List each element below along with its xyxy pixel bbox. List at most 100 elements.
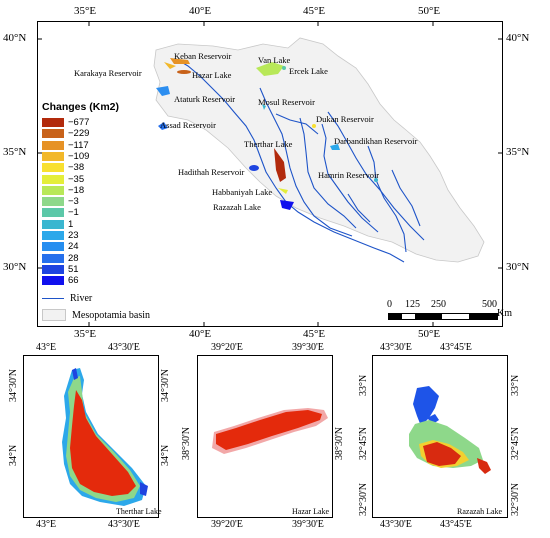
keban-reservoir	[170, 58, 190, 64]
right-lat-tick: 30°N	[506, 261, 530, 273]
inset-hazar-svg	[212, 408, 328, 454]
legend-item: −109	[42, 151, 89, 162]
inset1-right-lat: 34°N	[160, 444, 171, 466]
scale-label: 250	[431, 299, 446, 310]
river-network	[177, 59, 425, 263]
inset-therthar-svg	[62, 368, 148, 506]
legend-item-label: 23	[68, 230, 79, 241]
legend-swatch	[42, 118, 64, 127]
inset2-right-lat: 38°30'N	[334, 426, 345, 460]
label-mosul: Mosul Reservoir	[258, 97, 315, 107]
inset-razazah-svg	[409, 386, 491, 474]
legend-item-label: −38	[68, 162, 85, 174]
legend-swatch	[42, 242, 64, 252]
therthar-lake	[274, 148, 286, 182]
legend-item: −35	[42, 174, 84, 185]
assad-reservoir	[158, 122, 168, 130]
left-lat-tick: 35°N	[3, 146, 27, 158]
hadithah-reservoir	[249, 165, 259, 171]
habbaniyah-lake	[278, 188, 288, 194]
van-lake	[256, 62, 284, 76]
right-lat-tick: 40°N	[506, 32, 530, 44]
water-bodies	[156, 58, 378, 210]
label-ataturk: Ataturk Reservoir	[174, 94, 236, 104]
legend-item: −229	[42, 128, 89, 139]
inset1-top-lon: 43°E	[36, 342, 57, 353]
label-keban: Keban Reservoir	[174, 51, 232, 61]
main-map-svg	[38, 22, 502, 326]
top-lon-tick: 40°E	[189, 5, 212, 17]
legend-item-label: −117	[68, 139, 89, 151]
legend-item: 51	[42, 264, 79, 275]
bottom-lon-tick: 40°E	[189, 328, 212, 340]
inset-therthar-frame: Therthar Lake	[23, 355, 162, 518]
darbandikhan-reservoir	[330, 144, 340, 150]
inset3-left-lat: 32°30'N	[358, 482, 369, 516]
river-line-swatch	[42, 298, 64, 299]
dukan-reservoir	[312, 124, 316, 128]
legend-river-label: River	[70, 293, 93, 304]
inset3-left-lat: 32°45'N	[358, 426, 369, 460]
label-ercek: Ercek Lake	[289, 66, 328, 76]
label-hamrin: Hamrin Reservoir	[318, 170, 380, 180]
legend-item-label: −18	[68, 184, 85, 196]
legend-item-label: −1	[68, 207, 79, 219]
legend-item-label: 24	[68, 241, 79, 253]
label-hazar: Hazar Lake	[192, 70, 232, 80]
label-van: Van Lake	[258, 55, 291, 65]
inset1-bottom-lon: 43°E	[36, 519, 57, 530]
label-dukan: Dukan Reservoir	[316, 114, 374, 124]
label-assad: Assad Reservoir	[160, 120, 216, 130]
inset3-bottom-lon: 43°45'E	[440, 519, 472, 530]
mesopotamia-basin	[153, 37, 485, 263]
legend-item: −1	[42, 207, 79, 218]
mosul-reservoir	[262, 104, 266, 110]
inset1-bottom-lon: 43°30'E	[108, 519, 140, 530]
scale-bar-track	[388, 313, 498, 320]
legend-item: 66	[42, 275, 79, 286]
legend-item-label: 28	[68, 252, 79, 264]
legend-item: 24	[42, 241, 79, 252]
legend-item: −677	[42, 117, 89, 128]
inset1-left-lat: 34°30'N	[8, 368, 19, 402]
ataturk-reservoir	[156, 86, 170, 96]
inset3-right-lat: 32°30'N	[510, 482, 521, 516]
label-karakaya: Karakaya Reservoir	[74, 68, 142, 78]
inset-razazah-frame: Razazah Lake	[372, 355, 508, 518]
legend-swatch	[42, 174, 64, 184]
scale-label: 0	[387, 299, 392, 310]
inset2-top-lon: 39°30'E	[292, 342, 324, 353]
legend-item-label: −35	[68, 173, 85, 185]
legend-item-label: −109	[68, 150, 90, 162]
bottom-lon-tick: 35°E	[74, 328, 97, 340]
legend-swatch	[42, 219, 64, 229]
inset1-top-lon: 43°30'E	[108, 342, 140, 353]
inset2-left-lat: 38°30'N	[181, 426, 192, 460]
label-therthar: Therthar Lake	[244, 139, 293, 149]
left-lat-tick: 30°N	[3, 261, 27, 273]
bottom-lon-tick: 45°E	[303, 328, 326, 340]
legend-swatch	[42, 276, 64, 286]
top-lon-tick: 50°E	[418, 5, 441, 17]
inset3-bottom-lon: 43°30'E	[380, 519, 412, 530]
inset3-top-lon: 43°30'E	[380, 342, 412, 353]
legend-item-label: 66	[68, 275, 79, 287]
legend-basin-label: Mesopotamia basin	[72, 309, 151, 321]
legend-swatch	[42, 129, 64, 139]
label-darbandikhan: Darbandikhan Reservoir	[334, 136, 418, 146]
inset-hazar-name: Hazar Lake	[292, 507, 330, 516]
inset-razazah-name: Razazah Lake	[457, 507, 503, 516]
basin-swatch	[42, 309, 66, 321]
inset3-top-lon: 43°45'E	[440, 342, 472, 353]
razazah-lake	[280, 200, 294, 210]
legend-swatch	[42, 231, 64, 240]
inset1-right-lat: 34°30'N	[160, 368, 171, 402]
inset2-bottom-lon: 39°30'E	[292, 519, 324, 530]
legend-item: 1	[42, 219, 73, 230]
main-map-frame: Keban Reservoir Van Lake Ercek Lake Kara…	[37, 21, 512, 327]
legend-item: 23	[42, 230, 79, 241]
hazar-lake	[177, 70, 191, 74]
legend-item: 28	[42, 253, 79, 264]
legend-swatch	[42, 140, 64, 150]
inset-therthar-name: Therthar Lake	[116, 507, 162, 516]
